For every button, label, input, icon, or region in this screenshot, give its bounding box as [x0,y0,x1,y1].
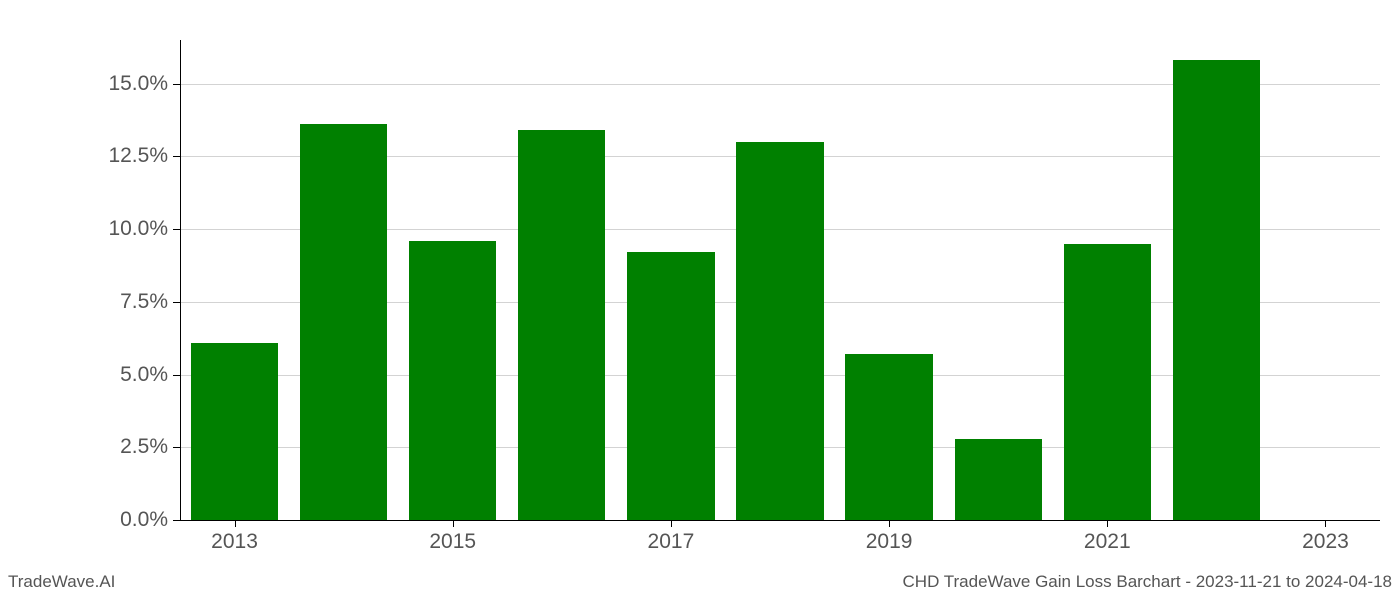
x-tick-mark [1107,520,1108,527]
y-tick-mark [173,156,180,157]
bar [191,343,278,520]
y-tick-label: 2.5% [90,435,168,459]
bar [518,130,605,520]
y-axis-line [180,40,181,520]
x-tick-mark [889,520,890,527]
x-tick-label: 2017 [648,530,695,554]
y-tick-label: 7.5% [90,290,168,314]
y-tick-mark [173,84,180,85]
y-tick-label: 10.0% [90,217,168,241]
x-axis-line [180,520,1380,521]
x-tick-mark [235,520,236,527]
y-tick-mark [173,302,180,303]
x-tick-label: 2019 [866,530,913,554]
x-tick-mark [1325,520,1326,527]
x-tick-label: 2015 [429,530,476,554]
y-tick-mark [173,520,180,521]
plot-area: 0.0%2.5%5.0%7.5%10.0%12.5%15.0%201320152… [180,40,1380,520]
x-tick-mark [671,520,672,527]
y-tick-label: 5.0% [90,363,168,387]
bar [627,252,714,520]
bar [300,124,387,520]
bar [736,142,823,520]
y-tick-label: 12.5% [90,144,168,168]
x-tick-label: 2013 [211,530,258,554]
y-tick-label: 15.0% [90,72,168,96]
y-tick-mark [173,229,180,230]
bar [955,439,1042,520]
bar [845,354,932,520]
y-tick-label: 0.0% [90,508,168,532]
x-tick-label: 2023 [1302,530,1349,554]
y-tick-mark [173,447,180,448]
x-tick-label: 2021 [1084,530,1131,554]
footer-left-text: TradeWave.AI [8,572,115,592]
y-tick-mark [173,375,180,376]
footer-right-text: CHD TradeWave Gain Loss Barchart - 2023-… [903,572,1392,592]
bar [409,241,496,520]
x-tick-mark [453,520,454,527]
chart-container: { "chart": { "type": "bar", "background_… [0,0,1400,600]
bar [1173,60,1260,520]
bar [1064,244,1151,520]
